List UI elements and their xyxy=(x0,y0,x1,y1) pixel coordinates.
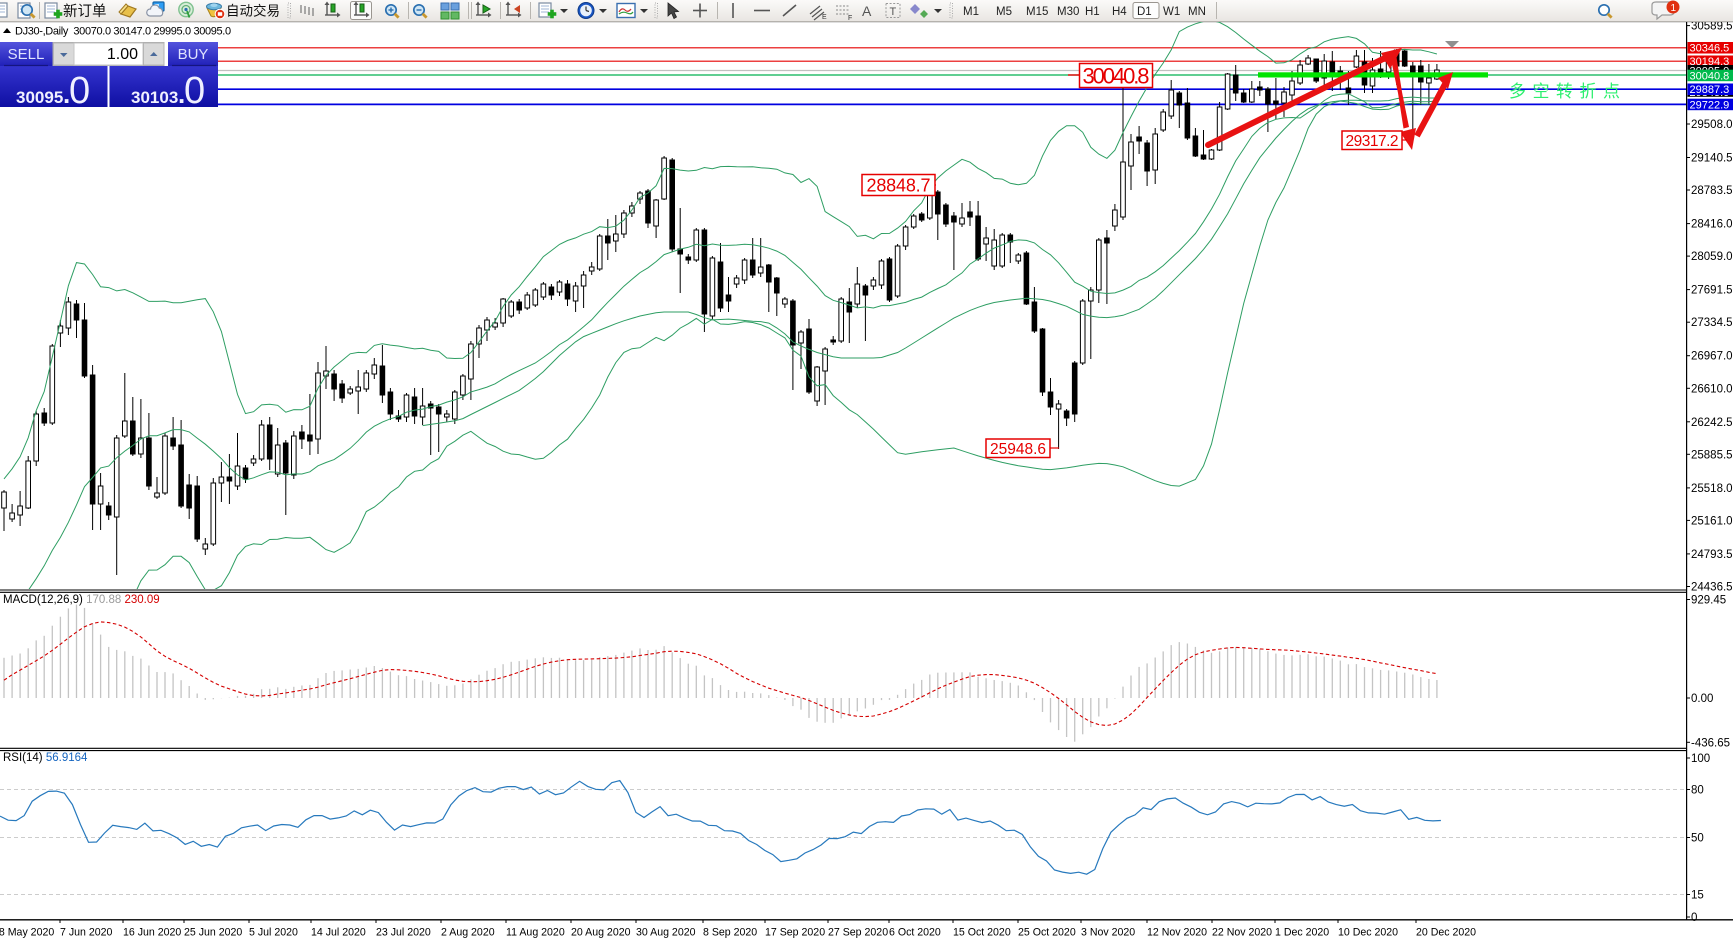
svg-text:27691.5: 27691.5 xyxy=(1691,285,1733,297)
svg-text:M30: M30 xyxy=(1057,6,1079,18)
svg-text:22 Nov 2020: 22 Nov 2020 xyxy=(1212,927,1272,939)
svg-text:17 Sep 2020: 17 Sep 2020 xyxy=(765,927,825,939)
svg-text:.: . xyxy=(178,79,185,109)
svg-text:30346.5: 30346.5 xyxy=(1690,43,1730,55)
svg-text:0.00: 0.00 xyxy=(1691,693,1713,705)
svg-text:-436.65: -436.65 xyxy=(1691,737,1730,749)
svg-text:1.00: 1.00 xyxy=(107,46,138,63)
svg-text:26242.5: 26242.5 xyxy=(1691,417,1733,429)
svg-text:DJ30-,Daily 30070.0 30147.0 2: DJ30-,Daily 30070.0 30147.0 29995.0 3009… xyxy=(15,26,231,38)
svg-text:25161.0: 25161.0 xyxy=(1691,515,1733,527)
svg-text:29887.3: 29887.3 xyxy=(1690,84,1730,96)
svg-text:28783.5: 28783.5 xyxy=(1691,185,1733,197)
svg-text:30040.8: 30040.8 xyxy=(1083,63,1150,88)
svg-text:30 Aug 2020: 30 Aug 2020 xyxy=(636,927,696,939)
svg-text:20 Aug 2020: 20 Aug 2020 xyxy=(571,927,631,939)
svg-text:2 Aug 2020: 2 Aug 2020 xyxy=(441,927,495,939)
svg-text:24436.5: 24436.5 xyxy=(1691,582,1733,594)
svg-text:50: 50 xyxy=(1691,833,1704,845)
svg-text:14 Jul 2020: 14 Jul 2020 xyxy=(311,927,366,939)
svg-text:SELL: SELL xyxy=(8,46,45,63)
svg-text:E: E xyxy=(822,14,827,21)
svg-text:H4: H4 xyxy=(1112,6,1127,18)
svg-text:M15: M15 xyxy=(1026,6,1048,18)
svg-text:10 Dec 2020: 10 Dec 2020 xyxy=(1338,927,1398,939)
svg-text:RSI(14) 56.9164: RSI(14) 56.9164 xyxy=(3,752,88,764)
svg-text:80: 80 xyxy=(1691,785,1704,797)
svg-text:23 Jul 2020: 23 Jul 2020 xyxy=(376,927,431,939)
svg-text:12 Nov 2020: 12 Nov 2020 xyxy=(1147,927,1207,939)
svg-text:25 Jun 2020: 25 Jun 2020 xyxy=(184,927,242,939)
svg-text:11 Aug 2020: 11 Aug 2020 xyxy=(506,927,565,939)
svg-text:自动交易: 自动交易 xyxy=(226,3,280,19)
svg-text:M5: M5 xyxy=(996,6,1012,18)
svg-text:1 Dec 2020: 1 Dec 2020 xyxy=(1275,927,1329,939)
svg-text:100: 100 xyxy=(1691,753,1710,765)
svg-text:新订单: 新订单 xyxy=(63,3,107,20)
svg-text:MN: MN xyxy=(1188,6,1206,18)
svg-text:H1: H1 xyxy=(1085,6,1100,18)
svg-text:28848.7: 28848.7 xyxy=(867,175,931,195)
svg-text:29722.9: 29722.9 xyxy=(1690,99,1730,111)
svg-text:M1: M1 xyxy=(963,6,979,18)
svg-text:929.45: 929.45 xyxy=(1691,595,1726,607)
svg-text:29317.2: 29317.2 xyxy=(1346,133,1399,150)
svg-text:16 Jun 2020: 16 Jun 2020 xyxy=(123,927,181,939)
svg-text:D1: D1 xyxy=(1137,6,1152,18)
svg-text:20 Dec 2020: 20 Dec 2020 xyxy=(1416,927,1476,939)
svg-text:0: 0 xyxy=(1691,912,1697,924)
svg-text:0: 0 xyxy=(184,70,205,112)
svg-text:29140.5: 29140.5 xyxy=(1691,153,1733,165)
svg-text:1: 1 xyxy=(1671,3,1677,14)
svg-text:27 Sep 2020: 27 Sep 2020 xyxy=(828,927,888,939)
svg-text:25948.6: 25948.6 xyxy=(990,441,1046,458)
svg-text:28 May 2020: 28 May 2020 xyxy=(0,927,54,939)
svg-text:26967.0: 26967.0 xyxy=(1691,351,1733,363)
svg-text:25 Oct 2020: 25 Oct 2020 xyxy=(1018,927,1076,939)
svg-text:30589.5: 30589.5 xyxy=(1691,21,1733,33)
svg-text:8 Sep 2020: 8 Sep 2020 xyxy=(703,927,757,939)
svg-text:28416.0: 28416.0 xyxy=(1691,219,1733,231)
svg-text:MACD(12,26,9) 170.88 230.09: MACD(12,26,9) 170.88 230.09 xyxy=(3,594,160,606)
svg-text:A: A xyxy=(862,3,872,19)
svg-text:28059.0: 28059.0 xyxy=(1691,251,1733,263)
svg-text:25885.5: 25885.5 xyxy=(1691,449,1733,461)
svg-text:多空转折点: 多空转折点 xyxy=(1509,82,1627,101)
svg-text:7 Jun 2020: 7 Jun 2020 xyxy=(60,927,113,939)
svg-text:T: T xyxy=(890,6,897,18)
svg-text:5 Jul 2020: 5 Jul 2020 xyxy=(249,927,298,939)
svg-text:30095: 30095 xyxy=(16,88,63,107)
svg-text:30040.8: 30040.8 xyxy=(1690,70,1730,82)
svg-text:15: 15 xyxy=(1691,890,1704,902)
svg-text:W1: W1 xyxy=(1163,6,1180,18)
svg-text:26610.0: 26610.0 xyxy=(1691,383,1733,395)
svg-text:15 Oct 2020: 15 Oct 2020 xyxy=(953,927,1011,939)
svg-text:.: . xyxy=(63,79,70,109)
svg-text:29508.0: 29508.0 xyxy=(1691,119,1733,131)
svg-text:30103: 30103 xyxy=(131,88,178,107)
svg-text:24793.5: 24793.5 xyxy=(1691,549,1733,561)
svg-text:6 Oct 2020: 6 Oct 2020 xyxy=(889,927,941,939)
svg-text:0: 0 xyxy=(69,70,90,112)
svg-text:27334.5: 27334.5 xyxy=(1691,317,1733,329)
svg-text:25518.0: 25518.0 xyxy=(1691,483,1733,495)
svg-text:BUY: BUY xyxy=(178,46,209,63)
svg-text:3 Nov 2020: 3 Nov 2020 xyxy=(1081,927,1135,939)
svg-text:F: F xyxy=(848,15,852,21)
